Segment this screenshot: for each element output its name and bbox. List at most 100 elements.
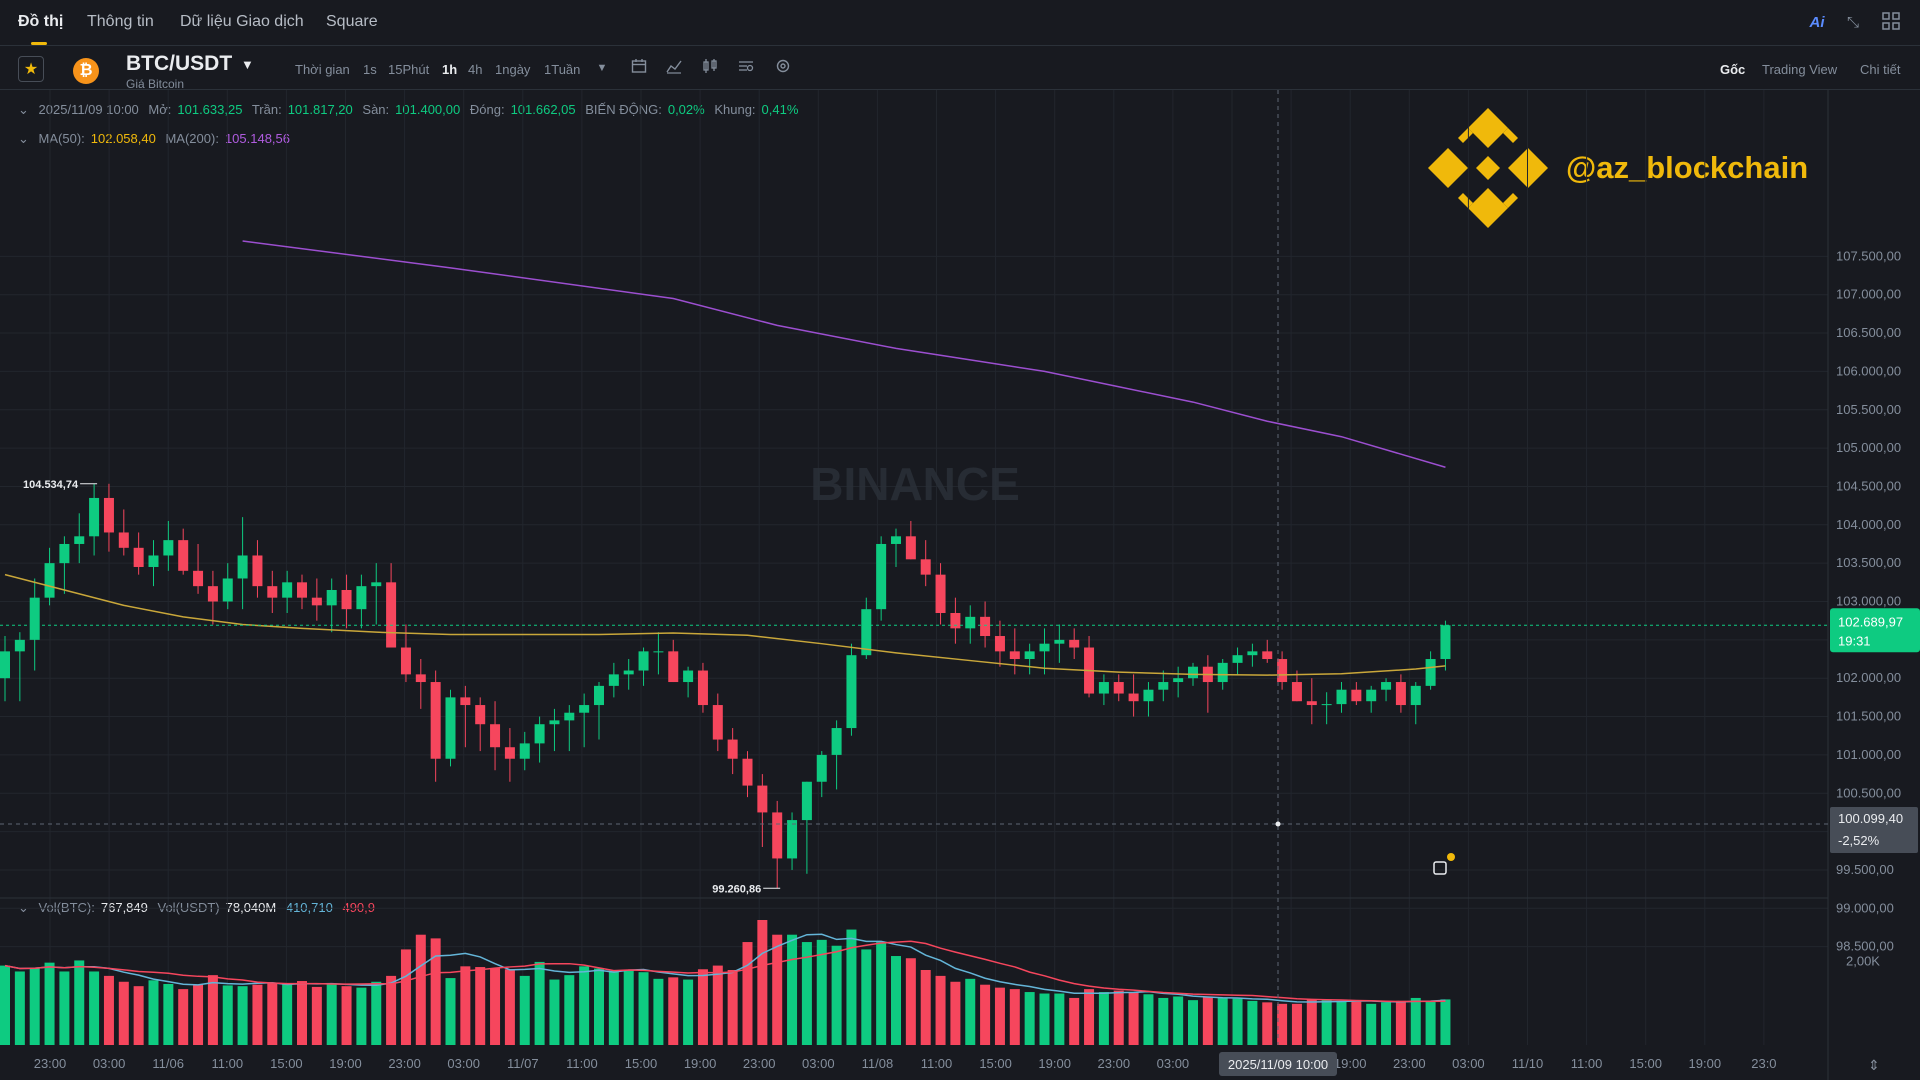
- candle-body: [400, 647, 411, 675]
- volume-bar: [237, 986, 248, 1045]
- pair-selector[interactable]: BTC/USDT: [126, 52, 233, 75]
- volume-bar: [1009, 989, 1020, 1045]
- volume-bar: [1291, 1003, 1302, 1045]
- tab-square[interactable]: Square: [326, 13, 378, 30]
- collapse-icon[interactable]: ⤡: [1846, 14, 1859, 31]
- x-tick-label: 03:00: [802, 1056, 835, 1071]
- volume-bar: [831, 945, 842, 1045]
- crosshair-price-badge: [1830, 806, 1918, 853]
- candle-body: [118, 532, 129, 548]
- view-depth[interactable]: Chi tiết: [1860, 62, 1901, 77]
- volume-bar: [980, 984, 991, 1045]
- candle-body: [1098, 682, 1109, 694]
- tab-chart[interactable]: Đồ thị: [18, 13, 64, 30]
- volume-bar: [1143, 994, 1154, 1045]
- candle-body: [148, 555, 159, 567]
- volume-bar: [564, 975, 575, 1045]
- x-tick-label: 23:00: [743, 1056, 776, 1071]
- volume-bar: [1262, 1002, 1273, 1045]
- x-tick-label: 15:00: [1629, 1056, 1662, 1071]
- calendar-icon[interactable]: [629, 58, 649, 78]
- volume-bar: [252, 984, 263, 1045]
- indicator-chart-icon[interactable]: [664, 58, 684, 78]
- volume-bar: [846, 929, 857, 1045]
- volume-bar: [1084, 989, 1095, 1045]
- view-original[interactable]: Gốc: [1720, 62, 1746, 77]
- candle-body: [994, 636, 1005, 652]
- volume-bar: [1321, 999, 1332, 1045]
- top-nav: Đồ thị Thông tin Dữ liệu Giao dịch Squar…: [0, 0, 1920, 46]
- vol-ma1-value: 410,710: [285, 900, 333, 915]
- ma-legend: ⌄ MA(50): 102.058,40 MA(200): 105.148,56: [18, 131, 296, 147]
- y-tick-label: 98.500,00: [1836, 939, 1894, 954]
- volume-bar: [891, 956, 901, 1045]
- candle-body: [846, 655, 857, 729]
- volume-bar: [163, 983, 174, 1045]
- volume-bar: [29, 967, 40, 1045]
- volume-bar: [89, 971, 100, 1045]
- chart-settings-icon[interactable]: [736, 58, 756, 78]
- favorite-star-icon[interactable]: ★: [18, 56, 44, 82]
- y-tick-label: 100.500,00: [1836, 785, 1901, 800]
- volume-bar: [311, 986, 322, 1045]
- candle-body: [1336, 689, 1347, 705]
- chevron-down-icon[interactable]: ▼: [241, 57, 254, 72]
- x-tick-label: 23:0: [1751, 1056, 1776, 1071]
- view-tradingview[interactable]: Trading View: [1762, 62, 1838, 77]
- volume-bar: [133, 986, 144, 1045]
- legend-date: 2025/11/09 10:00: [38, 102, 139, 117]
- volume-bar: [1128, 992, 1139, 1045]
- volume-bar: [1351, 1001, 1362, 1045]
- volume-bar: [1054, 993, 1065, 1045]
- price-chart[interactable]: 107.500,00 107.000,00 106.500,00 106.000,00…: [0, 90, 1920, 1080]
- ai-icon[interactable]: Ai: [1809, 14, 1825, 31]
- y-tick-label: 103.500,00: [1836, 555, 1901, 570]
- timeframe-15m[interactable]: 15Phút: [388, 62, 430, 77]
- x-tick-label: 11/08: [862, 1056, 894, 1071]
- candle-body: [950, 613, 961, 629]
- tab-info[interactable]: Thông tin: [87, 13, 154, 30]
- volume-bar: [504, 969, 515, 1045]
- volume-bar: [326, 983, 337, 1045]
- legend-collapse-icon[interactable]: ⌄: [18, 102, 29, 117]
- crosshair-dot: [1275, 821, 1281, 827]
- candle-type-icon[interactable]: [700, 58, 720, 78]
- candle-body: [742, 758, 753, 786]
- volume-bar: [549, 979, 560, 1045]
- timeframe-1h[interactable]: 1h: [442, 62, 458, 77]
- volume-bar: [1158, 997, 1169, 1045]
- volume-bar: [1381, 1002, 1392, 1045]
- volume-bar: [1232, 998, 1243, 1045]
- candle-body: [564, 712, 575, 721]
- y-tick-label: 107.500,00: [1836, 248, 1901, 263]
- x-tick-label: 19:00: [1334, 1056, 1367, 1071]
- gear-icon[interactable]: [773, 58, 793, 78]
- timeframe-4h[interactable]: 4h: [468, 62, 483, 77]
- alert-dot-icon: [1447, 853, 1455, 861]
- y-tick-label: 106.000,00: [1836, 363, 1901, 378]
- volume-bar: [341, 986, 352, 1045]
- candle-body: [980, 616, 991, 637]
- ma-collapse-icon[interactable]: ⌄: [18, 131, 29, 146]
- candle-body: [267, 586, 278, 598]
- candle-body: [816, 754, 827, 782]
- y-tick-label: 105.500,00: [1836, 402, 1901, 417]
- layout-grid-icon[interactable]: [1880, 12, 1902, 34]
- timeframe-1s[interactable]: 1s: [363, 62, 377, 77]
- volume-bar: [1410, 997, 1421, 1045]
- y-tick-label: 107.000,00: [1836, 287, 1901, 302]
- volume-bar: [415, 934, 426, 1045]
- volume-legend: ⌄ Vol(BTC): 767,849 Vol(USDT) 78,040M 410,…: [18, 900, 381, 916]
- timeframe-1w[interactable]: 1Tuần: [544, 62, 581, 77]
- vol-collapse-icon[interactable]: ⌄: [18, 900, 29, 915]
- volume-bar: [697, 969, 708, 1045]
- timeframe-dropdown-icon[interactable]: ▼: [596, 62, 608, 74]
- volume-bar: [1306, 999, 1317, 1045]
- tab-trading-data[interactable]: Dữ liệu Giao dịch: [180, 13, 304, 30]
- candle-body: [311, 597, 322, 606]
- volume-bar: [1277, 1003, 1288, 1045]
- timeframe-1d[interactable]: 1ngày: [495, 62, 531, 77]
- change-label: BIẾN ĐỘNG:: [585, 102, 662, 117]
- volume-bar: [59, 971, 70, 1045]
- candle-body: [1277, 659, 1288, 683]
